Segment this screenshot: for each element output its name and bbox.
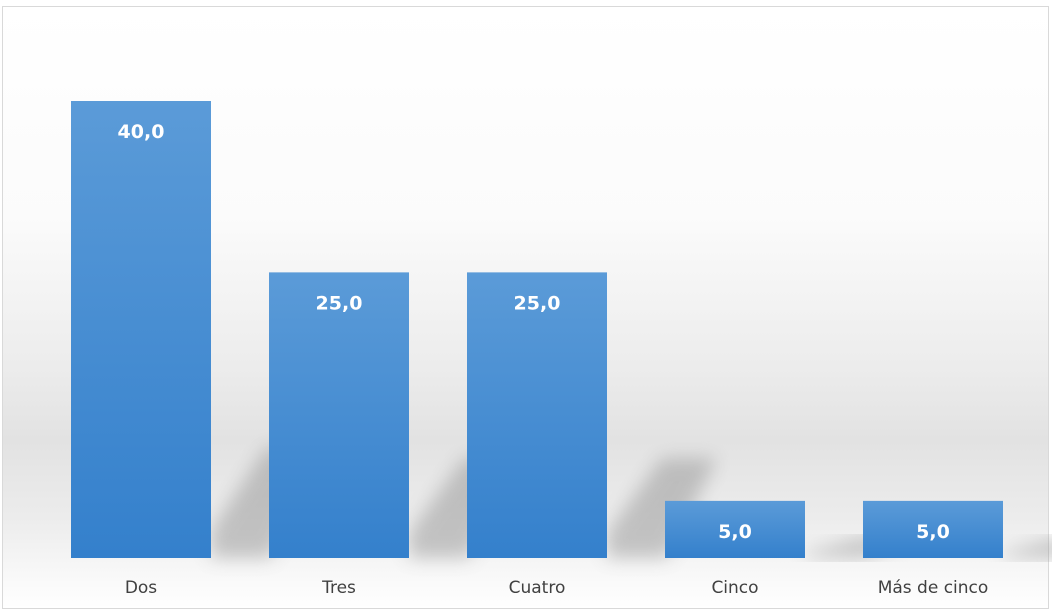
bar-cinco xyxy=(665,500,805,558)
bar-tres xyxy=(269,272,409,558)
category-label: Dos xyxy=(125,578,157,598)
data-label: 25,0 xyxy=(514,292,561,314)
data-label: 5,0 xyxy=(916,521,950,543)
bar-más-de-cinco xyxy=(863,500,1003,558)
category-label: Cuatro xyxy=(509,578,566,598)
category-label: Más de cinco xyxy=(878,578,989,598)
bar-cuatro xyxy=(467,272,607,558)
category-label: Tres xyxy=(321,578,356,598)
bars xyxy=(71,101,1003,558)
category-label: Cinco xyxy=(711,578,758,598)
data-label: 5,0 xyxy=(718,521,752,543)
data-label: 25,0 xyxy=(316,292,363,314)
data-label: 40,0 xyxy=(118,121,165,143)
bar-shadow xyxy=(607,458,717,558)
bar-dos xyxy=(71,101,211,558)
category-labels: Dos Tres Cuatro Cinco Más de cinco xyxy=(125,578,988,598)
data-labels: 40,0 25,0 25,0 5,0 5,0 xyxy=(118,121,950,543)
bar-shadow xyxy=(1003,539,1052,558)
